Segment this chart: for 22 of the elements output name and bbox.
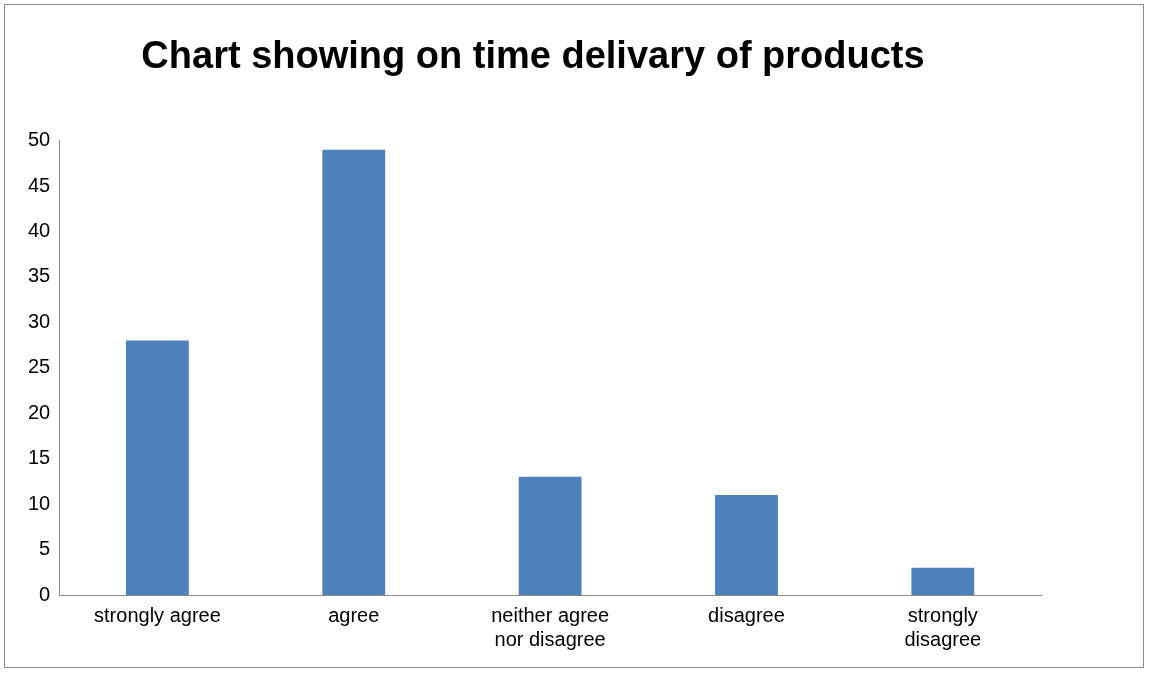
bar	[126, 340, 189, 595]
chart-title: Chart showing on time delivary of products	[141, 34, 925, 77]
x-tick-label: agree	[328, 603, 380, 626]
bar	[518, 476, 582, 595]
bar	[715, 495, 778, 595]
y-tick-label: 50	[28, 128, 51, 151]
y-tick-label: 45	[28, 173, 51, 196]
y-tick-label: 0	[39, 582, 51, 605]
y-tick-label: 5	[39, 537, 51, 560]
y-tick-label: 40	[28, 219, 51, 241]
x-tick-label: neither agree nor disagree	[491, 603, 610, 650]
x-tick-label: strongly agree	[94, 603, 221, 626]
y-tick-label: 15	[28, 446, 51, 469]
bar	[911, 567, 975, 595]
y-tick-label: 35	[28, 264, 51, 287]
y-tick-label: 30	[28, 309, 51, 332]
y-tick-label: 10	[28, 491, 51, 514]
bar	[322, 149, 386, 595]
y-tick-label: 25	[28, 355, 51, 378]
x-tick-label: disagree	[708, 603, 785, 626]
y-tick-label: 20	[28, 400, 51, 423]
x-tick-label: strongly disagree	[904, 603, 982, 650]
